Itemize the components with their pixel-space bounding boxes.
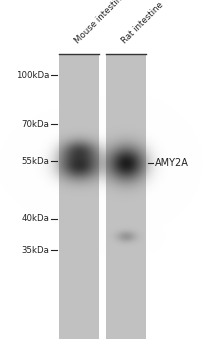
Text: 70kDa: 70kDa <box>21 120 49 129</box>
Text: 35kDa: 35kDa <box>21 246 49 255</box>
Text: 40kDa: 40kDa <box>21 214 49 223</box>
Text: 100kDa: 100kDa <box>16 71 49 80</box>
Text: Mouse intestine: Mouse intestine <box>73 0 128 46</box>
Text: 55kDa: 55kDa <box>21 156 49 166</box>
Text: Rat intestine: Rat intestine <box>120 0 165 46</box>
Text: AMY2A: AMY2A <box>155 158 189 168</box>
